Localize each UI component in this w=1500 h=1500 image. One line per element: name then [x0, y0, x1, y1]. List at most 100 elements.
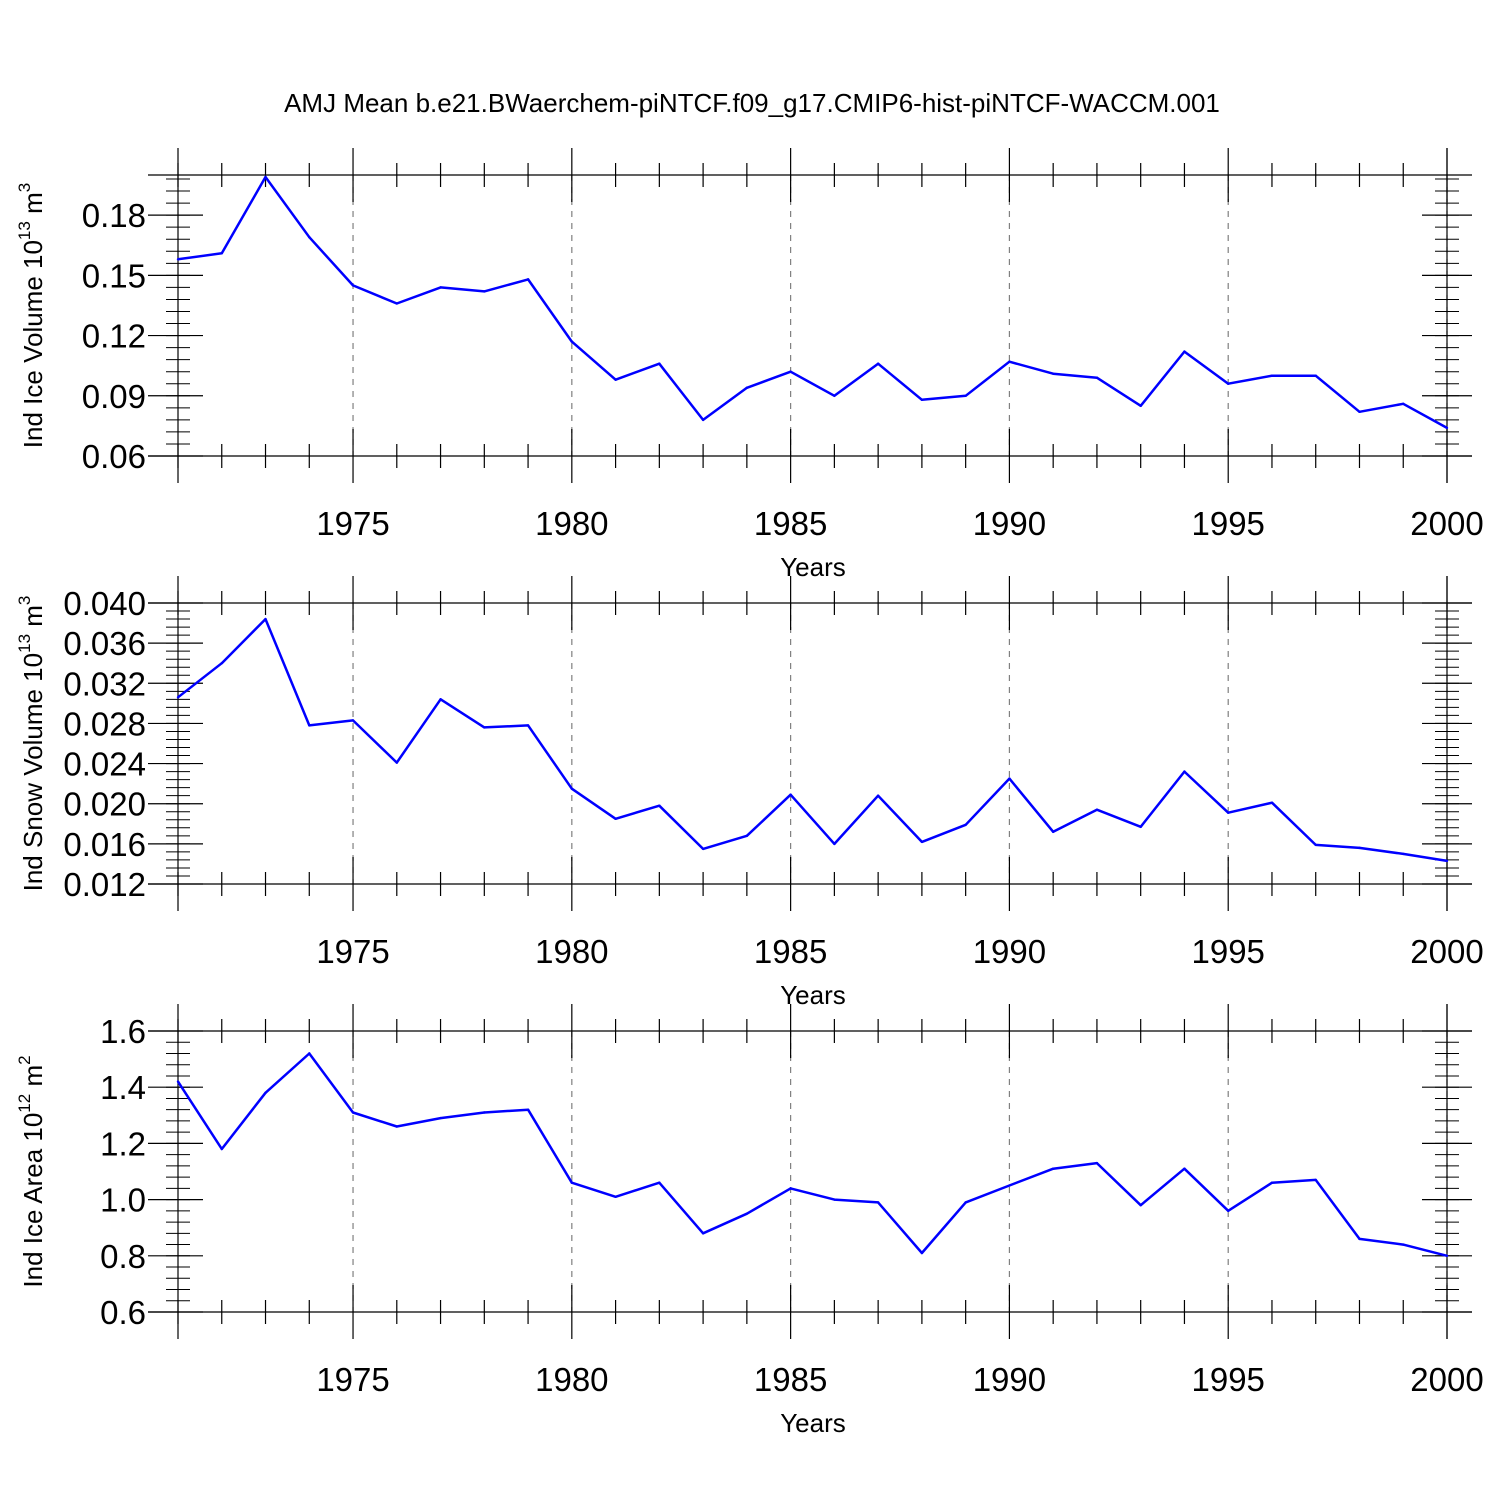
- data-point: [526, 1108, 530, 1111]
- data-point: [395, 302, 398, 305]
- data-point: [876, 1201, 880, 1204]
- data-point: [1445, 426, 1449, 430]
- data-point: [1314, 374, 1317, 377]
- data-point: [483, 1111, 486, 1114]
- data-point: [1227, 1209, 1230, 1213]
- y-axis-title-unit-exponent: 3: [15, 596, 34, 605]
- data-point: [570, 1181, 574, 1184]
- x-tick-label: 2000: [1410, 505, 1483, 542]
- data-point: [833, 842, 836, 846]
- series-line: [177, 175, 1448, 429]
- chart-panel-3: 0.6 0.8 1.0 1.2 1.4 1.6 1975 1980 1985 1990 1995 20…: [15, 1004, 1484, 1438]
- y-tick-label: 0.12: [82, 318, 146, 355]
- data-point: [351, 284, 355, 287]
- data-point: [745, 834, 749, 838]
- data-point: [220, 662, 223, 665]
- data-point: [1183, 770, 1186, 773]
- y-tick-label: 1.4: [100, 1069, 146, 1106]
- y-axis-title-exponent: 13: [15, 221, 34, 240]
- y-tick-label: 0.06: [82, 438, 146, 475]
- x-tick-label: 1995: [1191, 933, 1264, 970]
- y-tick-label: 0.020: [63, 786, 146, 823]
- data-point: [1008, 777, 1011, 780]
- data-point: [964, 394, 967, 397]
- y-axis-title-unit: m: [18, 192, 48, 221]
- data-point: [1402, 852, 1405, 856]
- data-point: [614, 378, 617, 381]
- data-point: [876, 794, 880, 797]
- y-tick-label: 1.2: [100, 1125, 146, 1162]
- x-tick-label: 1990: [973, 505, 1046, 542]
- y-axis-title-text: Ind Ice Volume 10: [18, 240, 48, 448]
- y-axis-title-text: Ind Snow Volume 10: [18, 653, 48, 892]
- y-tick-label: 1.0: [100, 1182, 146, 1219]
- data-point: [176, 696, 180, 699]
- data-point: [1095, 1161, 1099, 1165]
- data-point: [351, 719, 355, 722]
- data-point: [1402, 402, 1405, 406]
- data-point: [176, 1080, 180, 1083]
- y-tick-label: 0.6: [100, 1294, 146, 1331]
- x-axis-title: Years: [780, 1408, 846, 1438]
- y-axis-title-text: Ind Ice Area 10: [18, 1113, 48, 1288]
- y-axis-title-exponent: 12: [15, 1094, 34, 1113]
- data-point: [395, 761, 398, 764]
- data-point: [1095, 376, 1099, 379]
- y-tick-label: 0.8: [100, 1238, 146, 1275]
- data-point: [1402, 1243, 1405, 1246]
- y-axis-title-unit: m: [18, 1065, 48, 1094]
- data-point: [1183, 1167, 1186, 1170]
- data-point: [308, 724, 311, 727]
- y-axis-title: Ind Ice Volume 1013 m3: [15, 183, 48, 448]
- data-point: [264, 617, 267, 621]
- data-point: [614, 817, 617, 820]
- x-tick-label: 1975: [316, 933, 389, 970]
- data-point: [264, 175, 267, 179]
- data-point: [483, 726, 486, 729]
- data-point: [920, 398, 924, 401]
- data-point: [658, 804, 661, 807]
- x-tick-label: 1995: [1191, 505, 1264, 542]
- data-point: [1314, 843, 1317, 847]
- data-point: [1008, 1184, 1011, 1187]
- data-point: [658, 362, 661, 365]
- data-point: [439, 1116, 442, 1120]
- x-tick-label: 1980: [535, 933, 608, 970]
- y-axis-title: Ind Ice Area 1012 m2: [15, 1055, 48, 1287]
- data-point: [1314, 1178, 1317, 1182]
- data-point: [1139, 404, 1142, 408]
- data-point: [1270, 374, 1274, 377]
- y-axis-title-unit-exponent: 3: [15, 183, 34, 192]
- y-tick-label: 0.09: [82, 378, 146, 415]
- y-axis-title-unit-exponent: 2: [15, 1055, 34, 1064]
- data-point: [1358, 1237, 1361, 1241]
- y-tick-label: 0.024: [63, 746, 146, 783]
- chart-title: AMJ Mean b.e21.BWaerchem-piNTCF.f09_g17.…: [284, 88, 1220, 118]
- series-line: [176, 1052, 1448, 1258]
- data-point: [701, 418, 705, 422]
- data-point: [1139, 825, 1142, 828]
- data-point: [570, 340, 574, 343]
- data-point: [483, 290, 486, 293]
- y-tick-label: 0.15: [82, 257, 146, 294]
- data-point: [1445, 1254, 1449, 1258]
- data-point: [701, 847, 705, 851]
- data-point: [220, 252, 223, 255]
- x-tick-label: 2000: [1410, 1361, 1483, 1398]
- y-tick-label: 0.18: [82, 197, 146, 234]
- data-point: [1227, 811, 1230, 814]
- x-tick-label: 1980: [535, 1361, 608, 1398]
- data-point: [920, 840, 924, 844]
- data-point: [1358, 410, 1361, 414]
- x-tick-label: 1975: [316, 505, 389, 542]
- data-point: [833, 1198, 836, 1201]
- data-point: [439, 698, 442, 701]
- data-point: [920, 1251, 924, 1255]
- y-tick-label: 0.028: [63, 705, 146, 742]
- chart-panel-1: 0.06 0.09 0.12 0.15 0.18 1975 1980 1985 1990 1995…: [15, 148, 1484, 582]
- y-tick-label: 0.032: [63, 665, 146, 702]
- data-point: [1051, 830, 1055, 834]
- x-tick-label: 1985: [754, 933, 827, 970]
- data-point: [745, 1212, 749, 1215]
